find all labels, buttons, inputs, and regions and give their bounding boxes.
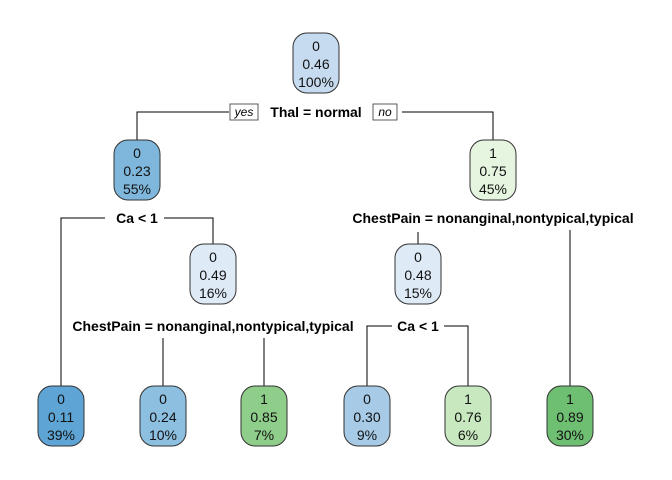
edge-root-right [402, 111, 494, 140]
node-class: 0 [159, 391, 167, 407]
node-percent: 15% [404, 285, 432, 301]
edge-root-left [136, 111, 229, 140]
yes-tag: yes [229, 103, 259, 121]
split-labels: Thal = normal Ca < 1 ChestPain = nonangi… [72, 104, 633, 334]
node-probability: 0.48 [404, 267, 431, 283]
node-class: 1 [489, 145, 497, 161]
node-class: 1 [260, 391, 268, 407]
node-box [37, 385, 85, 447]
node-probability: 0.23 [123, 163, 150, 179]
tree-node: 0 0.46 100% [292, 32, 340, 94]
node-percent: 39% [47, 427, 75, 443]
node-probability: 0.30 [353, 409, 380, 425]
tree-node: 0 0.11 39% [37, 385, 85, 447]
no-tag: no [372, 103, 398, 121]
node-class: 1 [464, 391, 472, 407]
node-percent: 6% [458, 427, 478, 443]
node-box [394, 243, 442, 305]
node-probability: 0.46 [302, 56, 329, 72]
tree-node: 0 0.24 10% [139, 385, 187, 447]
tree-node: 1 0.89 30% [546, 385, 594, 447]
node-percent: 9% [357, 427, 377, 443]
tree-node: 1 0.85 7% [240, 385, 288, 447]
node-class: 0 [312, 38, 320, 54]
tree-node: 1 0.75 45% [469, 139, 517, 201]
node-box [343, 385, 391, 447]
node-probability: 0.49 [199, 267, 226, 283]
node-class: 0 [363, 391, 371, 407]
edge-left-right [164, 217, 214, 244]
node-probability: 0.24 [149, 409, 176, 425]
node-box [469, 139, 517, 201]
node-percent: 100% [298, 74, 334, 90]
tree-edges [60, 111, 571, 386]
node-class: 0 [57, 391, 65, 407]
node-percent: 7% [254, 427, 274, 443]
tree-node: 0 0.49 16% [189, 243, 237, 305]
split-label-left: Ca < 1 [116, 210, 158, 226]
node-probability: 0.75 [479, 163, 506, 179]
tree-node: 0 0.48 15% [394, 243, 442, 305]
node-box [444, 385, 492, 447]
node-percent: 30% [556, 427, 584, 443]
node-box [189, 243, 237, 305]
node-percent: 55% [123, 181, 151, 197]
node-percent: 16% [199, 285, 227, 301]
node-class: 0 [209, 249, 217, 265]
node-probability: 0.76 [454, 409, 481, 425]
node-percent: 10% [149, 427, 177, 443]
edge-rl-left [366, 325, 392, 386]
node-probability: 0.85 [250, 409, 277, 425]
split-label-left-right: ChestPain = nonanginal,nontypical,typica… [72, 318, 353, 334]
split-label-right: ChestPain = nonanginal,nontypical,typica… [352, 210, 633, 226]
tree-node: 0 0.23 55% [113, 139, 161, 201]
tree-node: 1 0.76 6% [444, 385, 492, 447]
node-box [139, 385, 187, 447]
node-box [292, 32, 340, 94]
node-probability: 0.89 [556, 409, 583, 425]
tree-nodes: 00.46100%00.2355%10.7545%00.1139%00.4916… [37, 32, 594, 447]
yes-label: yes [234, 105, 254, 119]
split-label-right-left: Ca < 1 [397, 318, 439, 334]
node-percent: 45% [479, 181, 507, 197]
node-probability: 0.11 [48, 409, 74, 425]
node-box [240, 385, 288, 447]
node-class: 0 [133, 145, 141, 161]
node-class: 0 [414, 249, 422, 265]
edge-left-left [60, 217, 105, 386]
no-label: no [378, 105, 392, 119]
node-box [113, 139, 161, 201]
node-box [546, 385, 594, 447]
node-class: 1 [566, 391, 574, 407]
edge-rl-right [444, 325, 469, 386]
tree-node: 0 0.30 9% [343, 385, 391, 447]
split-label-root: Thal = normal [270, 104, 361, 120]
